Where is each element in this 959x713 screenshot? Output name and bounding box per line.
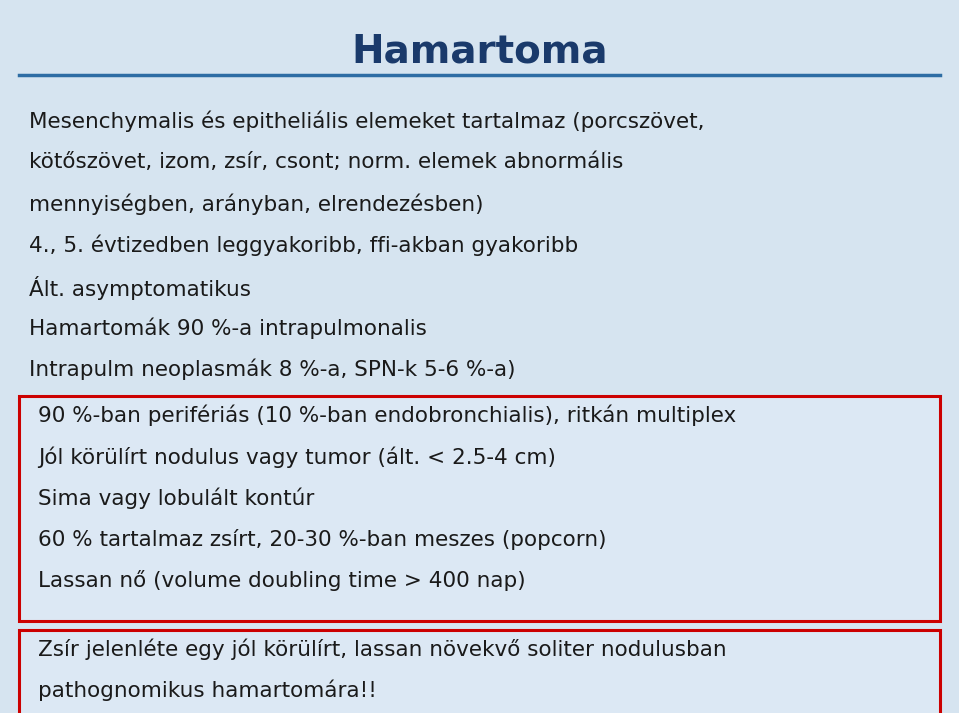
Text: Hamartoma: Hamartoma bbox=[351, 32, 608, 70]
Text: Lassan nő (volume doubling time > 400 nap): Lassan nő (volume doubling time > 400 na… bbox=[38, 570, 526, 591]
FancyBboxPatch shape bbox=[19, 396, 940, 621]
Text: Zsír jelenléte egy jól körülírt, lassan növekvő soliter nodulusban: Zsír jelenléte egy jól körülírt, lassan … bbox=[38, 638, 727, 660]
Text: Hamartomák 90 %-a intrapulmonalis: Hamartomák 90 %-a intrapulmonalis bbox=[29, 317, 427, 339]
Text: Ált. asymptomatikus: Ált. asymptomatikus bbox=[29, 276, 250, 300]
Text: pathognomikus hamartomára!!: pathognomikus hamartomára!! bbox=[38, 679, 377, 701]
Text: 4., 5. évtizedben leggyakoribb, ffi-akban gyakoribb: 4., 5. évtizedben leggyakoribb, ffi-akba… bbox=[29, 235, 578, 256]
Text: Jól körülírt nodulus vagy tumor (ált. < 2.5-4 cm): Jól körülírt nodulus vagy tumor (ált. < … bbox=[38, 446, 556, 468]
FancyBboxPatch shape bbox=[19, 630, 940, 713]
Text: 60 % tartalmaz zsírt, 20-30 %-ban meszes (popcorn): 60 % tartalmaz zsírt, 20-30 %-ban meszes… bbox=[38, 529, 607, 550]
Text: Sima vagy lobulált kontúr: Sima vagy lobulált kontúr bbox=[38, 488, 315, 509]
Text: mennyiségben, arányban, elrendezésben): mennyiségben, arányban, elrendezésben) bbox=[29, 193, 483, 215]
Text: Mesenchymalis és epitheliális elemeket tartalmaz (porcszövet,: Mesenchymalis és epitheliális elemeket t… bbox=[29, 111, 704, 132]
Text: kötőszövet, izom, zsír, csont; norm. elemek abnormális: kötőszövet, izom, zsír, csont; norm. ele… bbox=[29, 152, 623, 172]
Text: 90 %-ban perifériás (10 %-ban endobronchialis), ritkán multiplex: 90 %-ban perifériás (10 %-ban endobronch… bbox=[38, 405, 737, 426]
Text: Intrapulm neoplasmák 8 %-a, SPN-k 5-6 %-a): Intrapulm neoplasmák 8 %-a, SPN-k 5-6 %-… bbox=[29, 359, 515, 380]
